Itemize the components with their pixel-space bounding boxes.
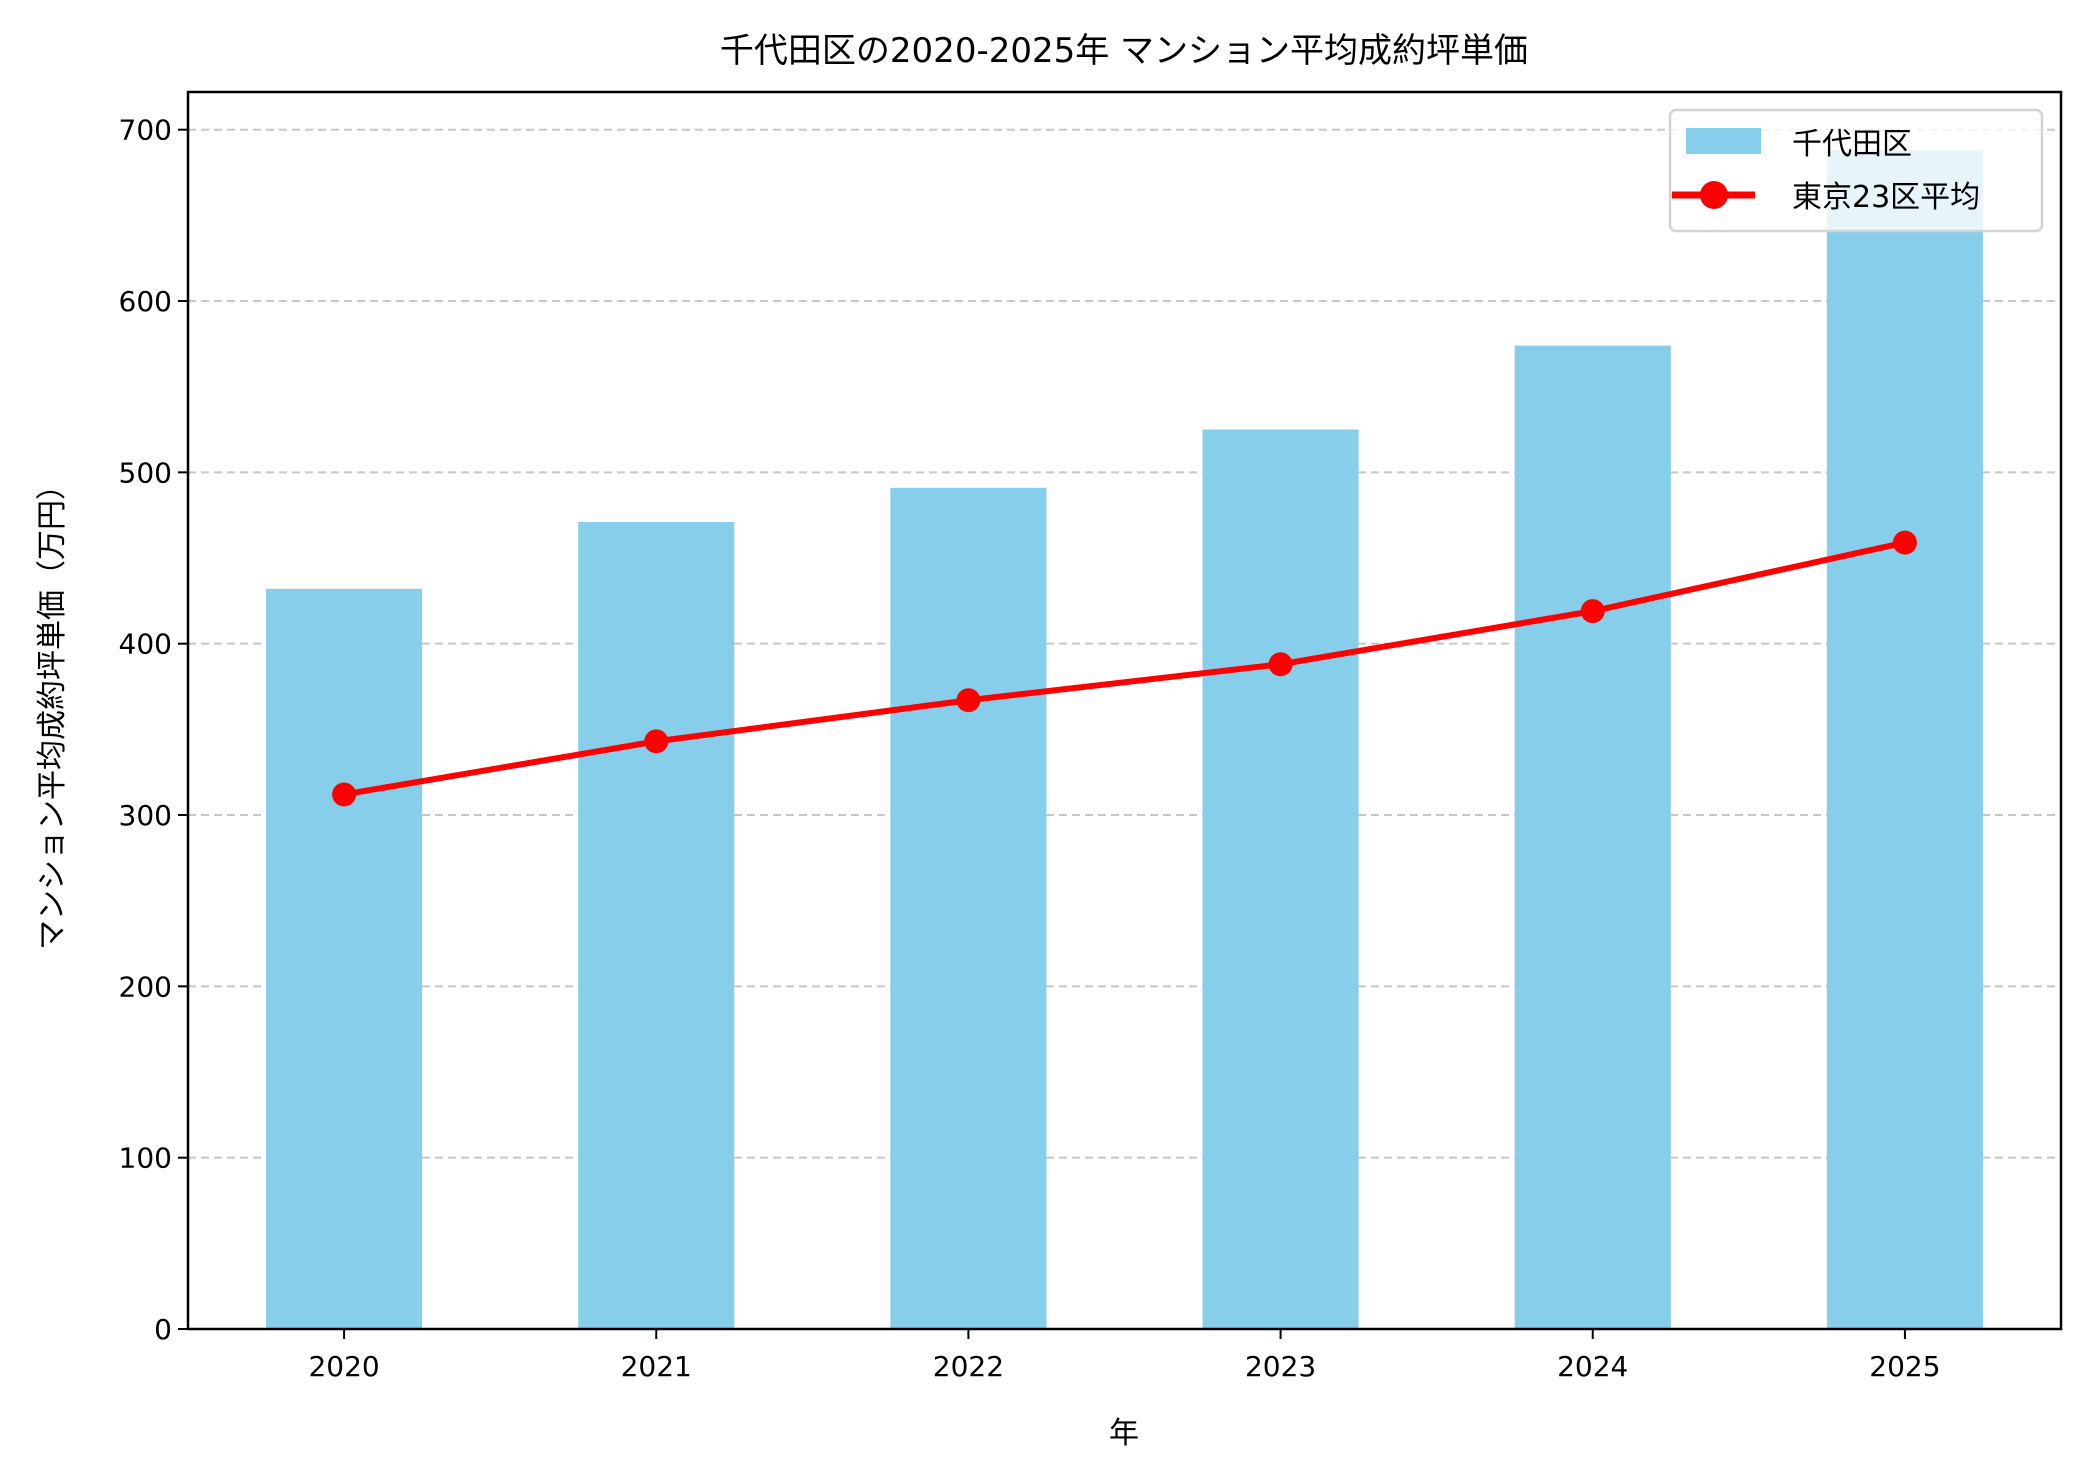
line-point-2022 <box>956 688 981 713</box>
line-point-2025 <box>1892 530 1917 555</box>
legend-frame <box>1668 108 2044 233</box>
legend-label-line: 東京23区平均 <box>1792 180 1980 215</box>
bar-2025 <box>1826 150 1983 1329</box>
chart-title: 千代田区の2020-2025年 マンション平均成約坪単価 <box>720 31 1528 71</box>
y-tick-label: 0 <box>154 1313 172 1346</box>
x-tick-label: 2024 <box>1557 1350 1628 1383</box>
bars <box>266 150 1983 1329</box>
plot-frame <box>186 90 2063 1331</box>
line-path <box>343 539 1906 798</box>
x-tick-label: 2022 <box>933 1350 1004 1383</box>
y-tick-label: 500 <box>119 456 172 489</box>
legend-marker <box>1700 181 1728 209</box>
gridlines <box>188 128 2061 1159</box>
line-point-2023 <box>1268 652 1293 677</box>
x-tick-label: 2025 <box>1869 1350 1940 1383</box>
legend: 千代田区 東京23区平均 <box>1668 108 2044 233</box>
bar-2020 <box>266 588 423 1329</box>
bar-2022 <box>890 487 1047 1329</box>
y-tick-label: 400 <box>119 628 172 661</box>
y-axis-label: マンション平均成約坪単価（万円） <box>35 470 70 950</box>
bar-2021 <box>578 522 735 1329</box>
x-tick-label: 2020 <box>308 1350 379 1383</box>
x-tick-label: 2021 <box>621 1350 692 1383</box>
line-point-2021 <box>644 729 669 754</box>
line-point-2020 <box>332 782 357 807</box>
y-tick-label: 600 <box>119 285 172 318</box>
line-series <box>332 530 1917 807</box>
x-axis-label: 年 <box>1109 1416 1139 1451</box>
x-tick-label: 2023 <box>1245 1350 1316 1383</box>
legend-bar-swatch <box>1686 128 1761 154</box>
y-tick-label: 200 <box>119 970 172 1003</box>
y-tick-label: 700 <box>119 114 172 147</box>
y-tick-label: 100 <box>119 1142 172 1175</box>
x-axis: 2020 2021 2022 2023 2024 2025 <box>308 1329 1941 1383</box>
legend-label-bars: 千代田区 <box>1792 127 1912 162</box>
y-tick-label: 300 <box>119 799 172 832</box>
y-axis: 0 100 200 300 400 500 600 700 <box>119 114 188 1346</box>
bar-2023 <box>1202 429 1359 1329</box>
line-point-2024 <box>1580 599 1605 624</box>
bar-2024 <box>1514 345 1671 1329</box>
